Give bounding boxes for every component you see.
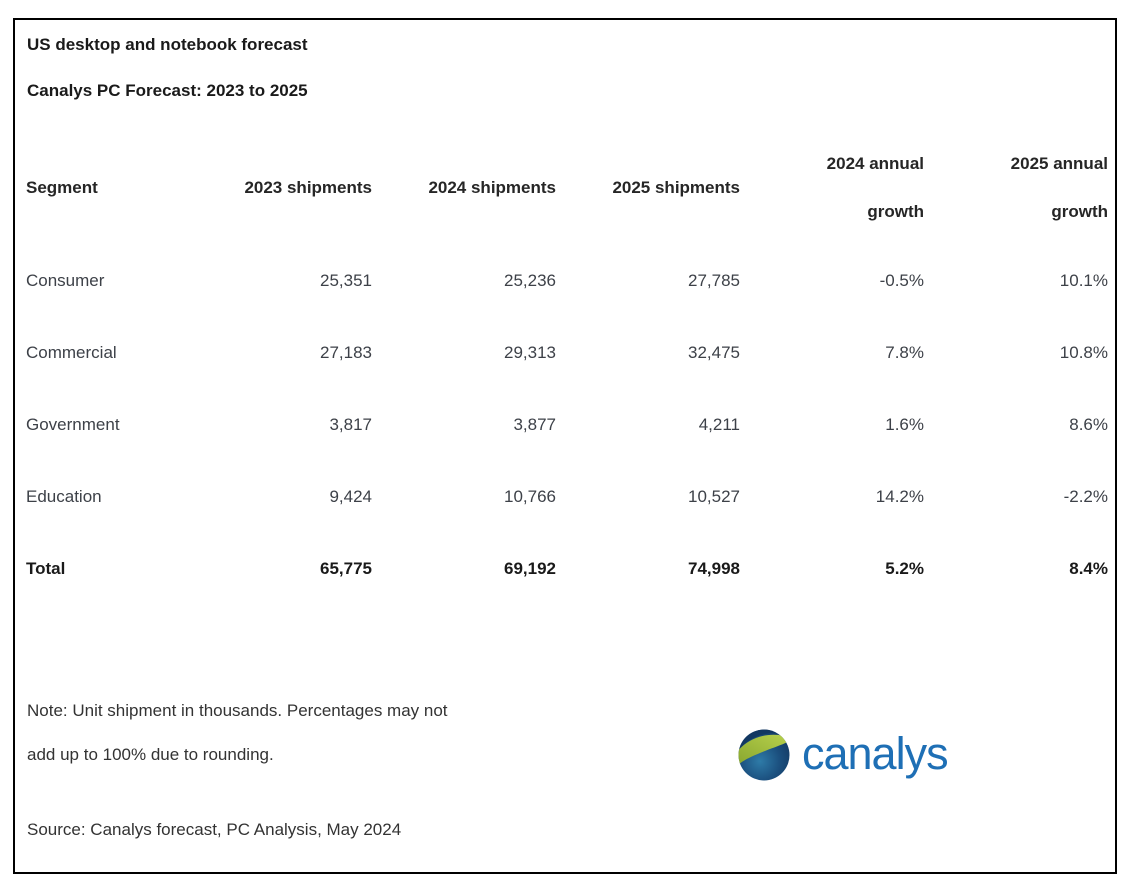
value-cell: 25,236 <box>504 271 556 290</box>
note-text: Note: Unit shipment in thousands. Percen… <box>27 689 448 777</box>
note-line: Note: Unit shipment in thousands. Percen… <box>27 701 448 720</box>
column-header-2024-annual-growth: 2024 annual growth <box>740 130 924 245</box>
value-cell: 27,183 <box>320 343 372 362</box>
table-header-row: Segment 2023 shipments 2024 shipments 20… <box>26 130 1108 245</box>
value-cell: 69,192 <box>504 559 556 578</box>
value-cell: -0.5% <box>879 271 924 290</box>
value-cell: 8.4% <box>1069 559 1108 578</box>
value-cell: 65,775 <box>320 559 372 578</box>
column-header-label: growth <box>1051 201 1108 221</box>
value-cell: 10.8% <box>1059 343 1108 362</box>
column-header-label: 2023 shipments <box>244 177 372 197</box>
column-header-segment: Segment <box>26 130 188 245</box>
value-cell: 25,351 <box>320 271 372 290</box>
column-header-label: 2024 shipments <box>428 177 556 197</box>
value-cell: 3,877 <box>513 415 556 434</box>
segment-cell: Consumer <box>26 271 105 290</box>
canalys-logo-text: canalys <box>802 727 949 779</box>
column-header-label: growth <box>867 201 924 221</box>
column-header-label: 2025 annual <box>1010 153 1108 173</box>
table-row-total: Total 65,775 69,192 74,998 5.2% 8.4% <box>26 533 1108 605</box>
value-cell: 32,475 <box>688 343 740 362</box>
column-header-2025-annual-growth: 2025 annual growth <box>924 130 1108 245</box>
column-header-label: 2025 shipments <box>612 177 740 197</box>
value-cell: 7.8% <box>885 343 924 362</box>
table-row-government: Government 3,817 3,877 4,211 1.6% 8.6% <box>26 389 1108 461</box>
value-cell: -2.2% <box>1063 487 1108 506</box>
value-cell: 8.6% <box>1069 415 1108 434</box>
value-cell: 4,211 <box>698 415 740 434</box>
chart-title: US desktop and notebook forecast <box>27 35 308 54</box>
table-frame <box>13 18 1117 874</box>
value-cell: 27,785 <box>688 271 740 290</box>
column-header-2024-shipments: 2024 shipments <box>372 130 556 245</box>
canalys-logo: canalys <box>738 727 949 786</box>
segment-cell: Education <box>26 487 102 506</box>
column-header-2025-shipments: 2025 shipments <box>556 130 740 245</box>
forecast-table: Segment 2023 shipments 2024 shipments 20… <box>26 130 1108 605</box>
segment-cell: Commercial <box>26 343 117 362</box>
table-row-education: Education 9,424 10,766 10,527 14.2% -2.2… <box>26 461 1108 533</box>
value-cell: 14.2% <box>875 487 924 506</box>
value-cell: 10,766 <box>504 487 556 506</box>
table-row-commercial: Commercial 27,183 29,313 32,475 7.8% 10.… <box>26 317 1108 389</box>
segment-cell: Total <box>26 559 66 578</box>
column-header-label: Segment <box>26 177 98 197</box>
source-text: Source: Canalys forecast, PC Analysis, M… <box>27 820 402 839</box>
globe-icon <box>738 729 790 786</box>
value-cell: 3,817 <box>329 415 372 434</box>
value-cell: 74,998 <box>688 559 740 578</box>
value-cell: 9,424 <box>329 487 372 506</box>
segment-cell: Government <box>26 415 120 434</box>
column-header-label: 2024 annual <box>826 153 924 173</box>
value-cell: 1.6% <box>885 415 924 434</box>
chart-subtitle: Canalys PC Forecast: 2023 to 2025 <box>27 81 308 100</box>
value-cell: 10.1% <box>1059 271 1108 290</box>
value-cell: 5.2% <box>885 559 924 578</box>
column-header-2023-shipments: 2023 shipments <box>188 130 372 245</box>
value-cell: 10,527 <box>688 487 740 506</box>
note-line: add up to 100% due to rounding. <box>27 745 274 764</box>
value-cell: 29,313 <box>504 343 556 362</box>
table-row-consumer: Consumer 25,351 25,236 27,785 -0.5% 10.1… <box>26 245 1108 317</box>
